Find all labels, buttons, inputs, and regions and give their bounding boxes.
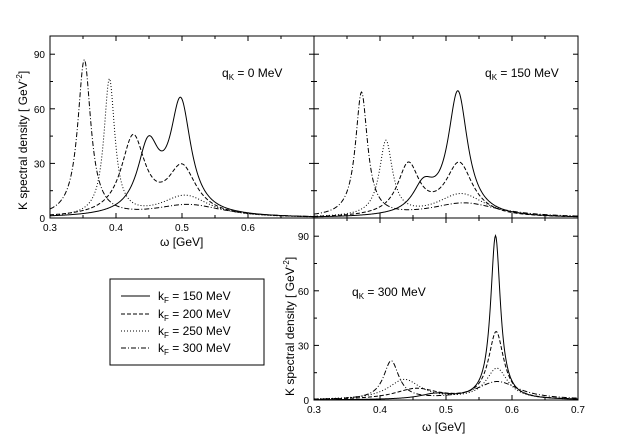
x-tick-label: 0.5 xyxy=(439,405,453,416)
panel-frame xyxy=(313,35,579,219)
y-tick-label: 90 xyxy=(34,50,46,61)
y-tick-label: 30 xyxy=(298,341,310,352)
series-line-1 xyxy=(49,96,315,218)
panel-annotation: qK = 300 MeV xyxy=(352,285,426,301)
y-tick-label: 90 xyxy=(298,232,310,243)
x-tick-label: 0.3 xyxy=(43,223,57,234)
y-tick-label: 60 xyxy=(298,287,310,298)
svg-text:kF = 300 MeV: kF = 300 MeV xyxy=(158,341,231,357)
svg-text:kF = 200 MeV: kF = 200 MeV xyxy=(158,307,231,323)
series-line-2 xyxy=(49,133,315,218)
y-tick-label: 0 xyxy=(303,396,309,407)
x-tick-label: 0.4 xyxy=(109,223,123,234)
series-line-3 xyxy=(313,139,579,217)
legend-entry: kF = 300 MeV xyxy=(121,341,231,357)
panel-annotation: qK = 150 MeV xyxy=(485,66,559,82)
series-line-4 xyxy=(313,91,579,217)
x-axis-label: ω [GeV] xyxy=(422,420,465,434)
legend-entry: kF = 250 MeV xyxy=(121,324,231,340)
series-line-4 xyxy=(313,360,579,400)
x-tick-label: 0.5 xyxy=(175,223,189,234)
y-tick-label: 0 xyxy=(39,214,45,225)
series-line-3 xyxy=(49,77,315,218)
panel-frame xyxy=(49,35,315,219)
svg-text:kF = 150 MeV: kF = 150 MeV xyxy=(158,289,231,305)
panel-qk-150: qK = 150 MeV xyxy=(313,35,579,219)
series-line-2 xyxy=(313,331,579,400)
panel-qk-0: 0.3 0.4 0.5 0.6 0 30 60 90 qK = 0 MeV ω [GeV] K… xyxy=(15,35,315,249)
x-tick-label: 0.4 xyxy=(373,405,387,416)
series-line-3 xyxy=(313,367,579,400)
series-line-1 xyxy=(314,234,579,401)
series-line-1 xyxy=(313,90,579,218)
x-axis-label: ω [GeV] xyxy=(160,235,203,249)
series-line-2 xyxy=(313,161,579,218)
y-axis-label: K spectral density [ GeV-2] xyxy=(15,71,30,210)
panel-annotation: qK = 0 MeV xyxy=(222,66,282,82)
svg-text:kF = 250 MeV: kF = 250 MeV xyxy=(158,324,231,340)
x-tick-label: 0.6 xyxy=(505,405,519,416)
x-tick-label: 0.6 xyxy=(241,223,255,234)
series-line-4 xyxy=(49,58,315,217)
panel-qk-300: 0.3 0.4 0.5 0.6 0.7 0 30 60 90 qK = 300 MeV ω [G… xyxy=(282,217,585,434)
y-axis-label: K spectral density [ GeV-2] xyxy=(282,257,297,396)
x-tick-label: 0.3 xyxy=(307,405,321,416)
y-tick-label: 30 xyxy=(34,159,46,170)
legend-entry: kF = 200 MeV xyxy=(121,307,231,323)
legend: kF = 150 MeV kF = 200 MeV kF = 250 MeV k… xyxy=(109,278,265,366)
legend-entry: kF = 150 MeV xyxy=(121,289,231,305)
legend-frame xyxy=(109,278,265,366)
panel-frame xyxy=(313,217,579,401)
x-tick-label: 0.7 xyxy=(571,405,585,416)
y-tick-label: 60 xyxy=(34,105,46,116)
